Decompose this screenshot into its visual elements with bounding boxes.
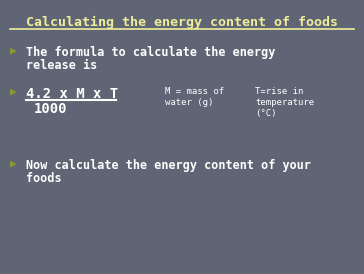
Text: ▶: ▶ xyxy=(10,46,17,56)
Text: T=rise in: T=rise in xyxy=(255,87,303,96)
Text: temperature: temperature xyxy=(255,98,314,107)
Text: Now calculate the energy content of your: Now calculate the energy content of your xyxy=(26,159,311,172)
Text: ▶: ▶ xyxy=(10,159,17,169)
Text: The formula to calculate the energy: The formula to calculate the energy xyxy=(26,46,276,59)
Text: ▶: ▶ xyxy=(10,87,17,97)
Text: Calculating the energy content of foods: Calculating the energy content of foods xyxy=(26,16,338,29)
Text: water (g): water (g) xyxy=(165,98,213,107)
Text: M = mass of: M = mass of xyxy=(165,87,224,96)
Text: foods: foods xyxy=(26,172,62,185)
Text: (°C): (°C) xyxy=(255,109,277,118)
Text: 4.2 x M x T: 4.2 x M x T xyxy=(26,87,118,101)
Text: release is: release is xyxy=(26,59,97,72)
Text: 1000: 1000 xyxy=(34,102,67,116)
